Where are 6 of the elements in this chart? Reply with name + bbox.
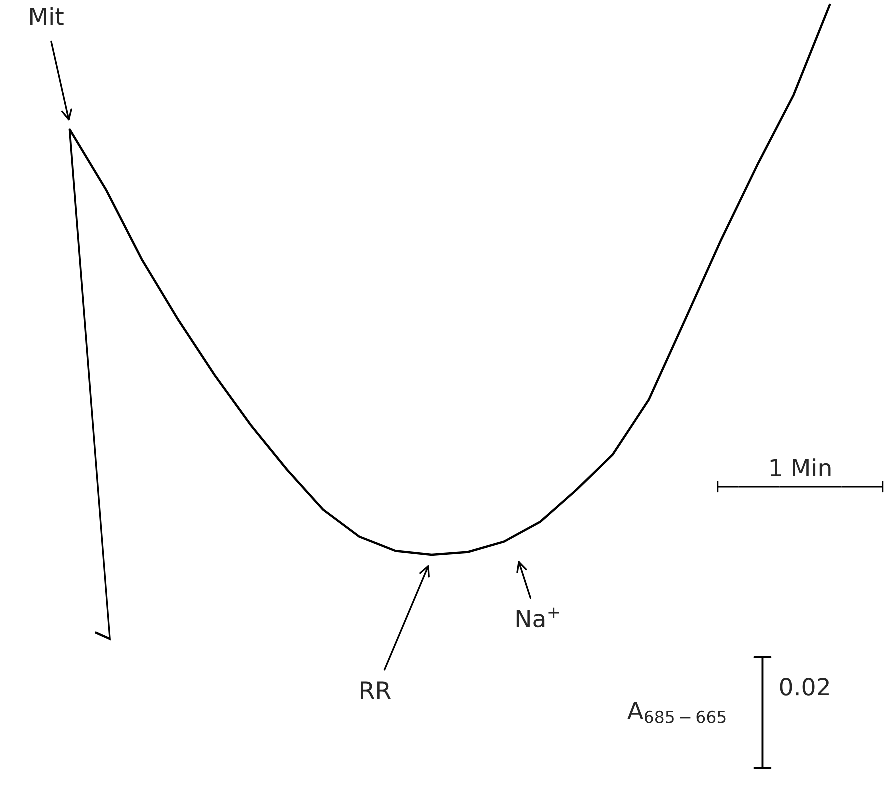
annotation: Mit — [30, 7, 64, 26]
text: 0.02 — [780, 678, 829, 696]
text: RR — [361, 682, 391, 700]
text: A$_{685−665}$ — [628, 702, 726, 724]
text: Na$^{+}$ — [516, 608, 560, 628]
annotation: 1 Min — [770, 458, 831, 477]
